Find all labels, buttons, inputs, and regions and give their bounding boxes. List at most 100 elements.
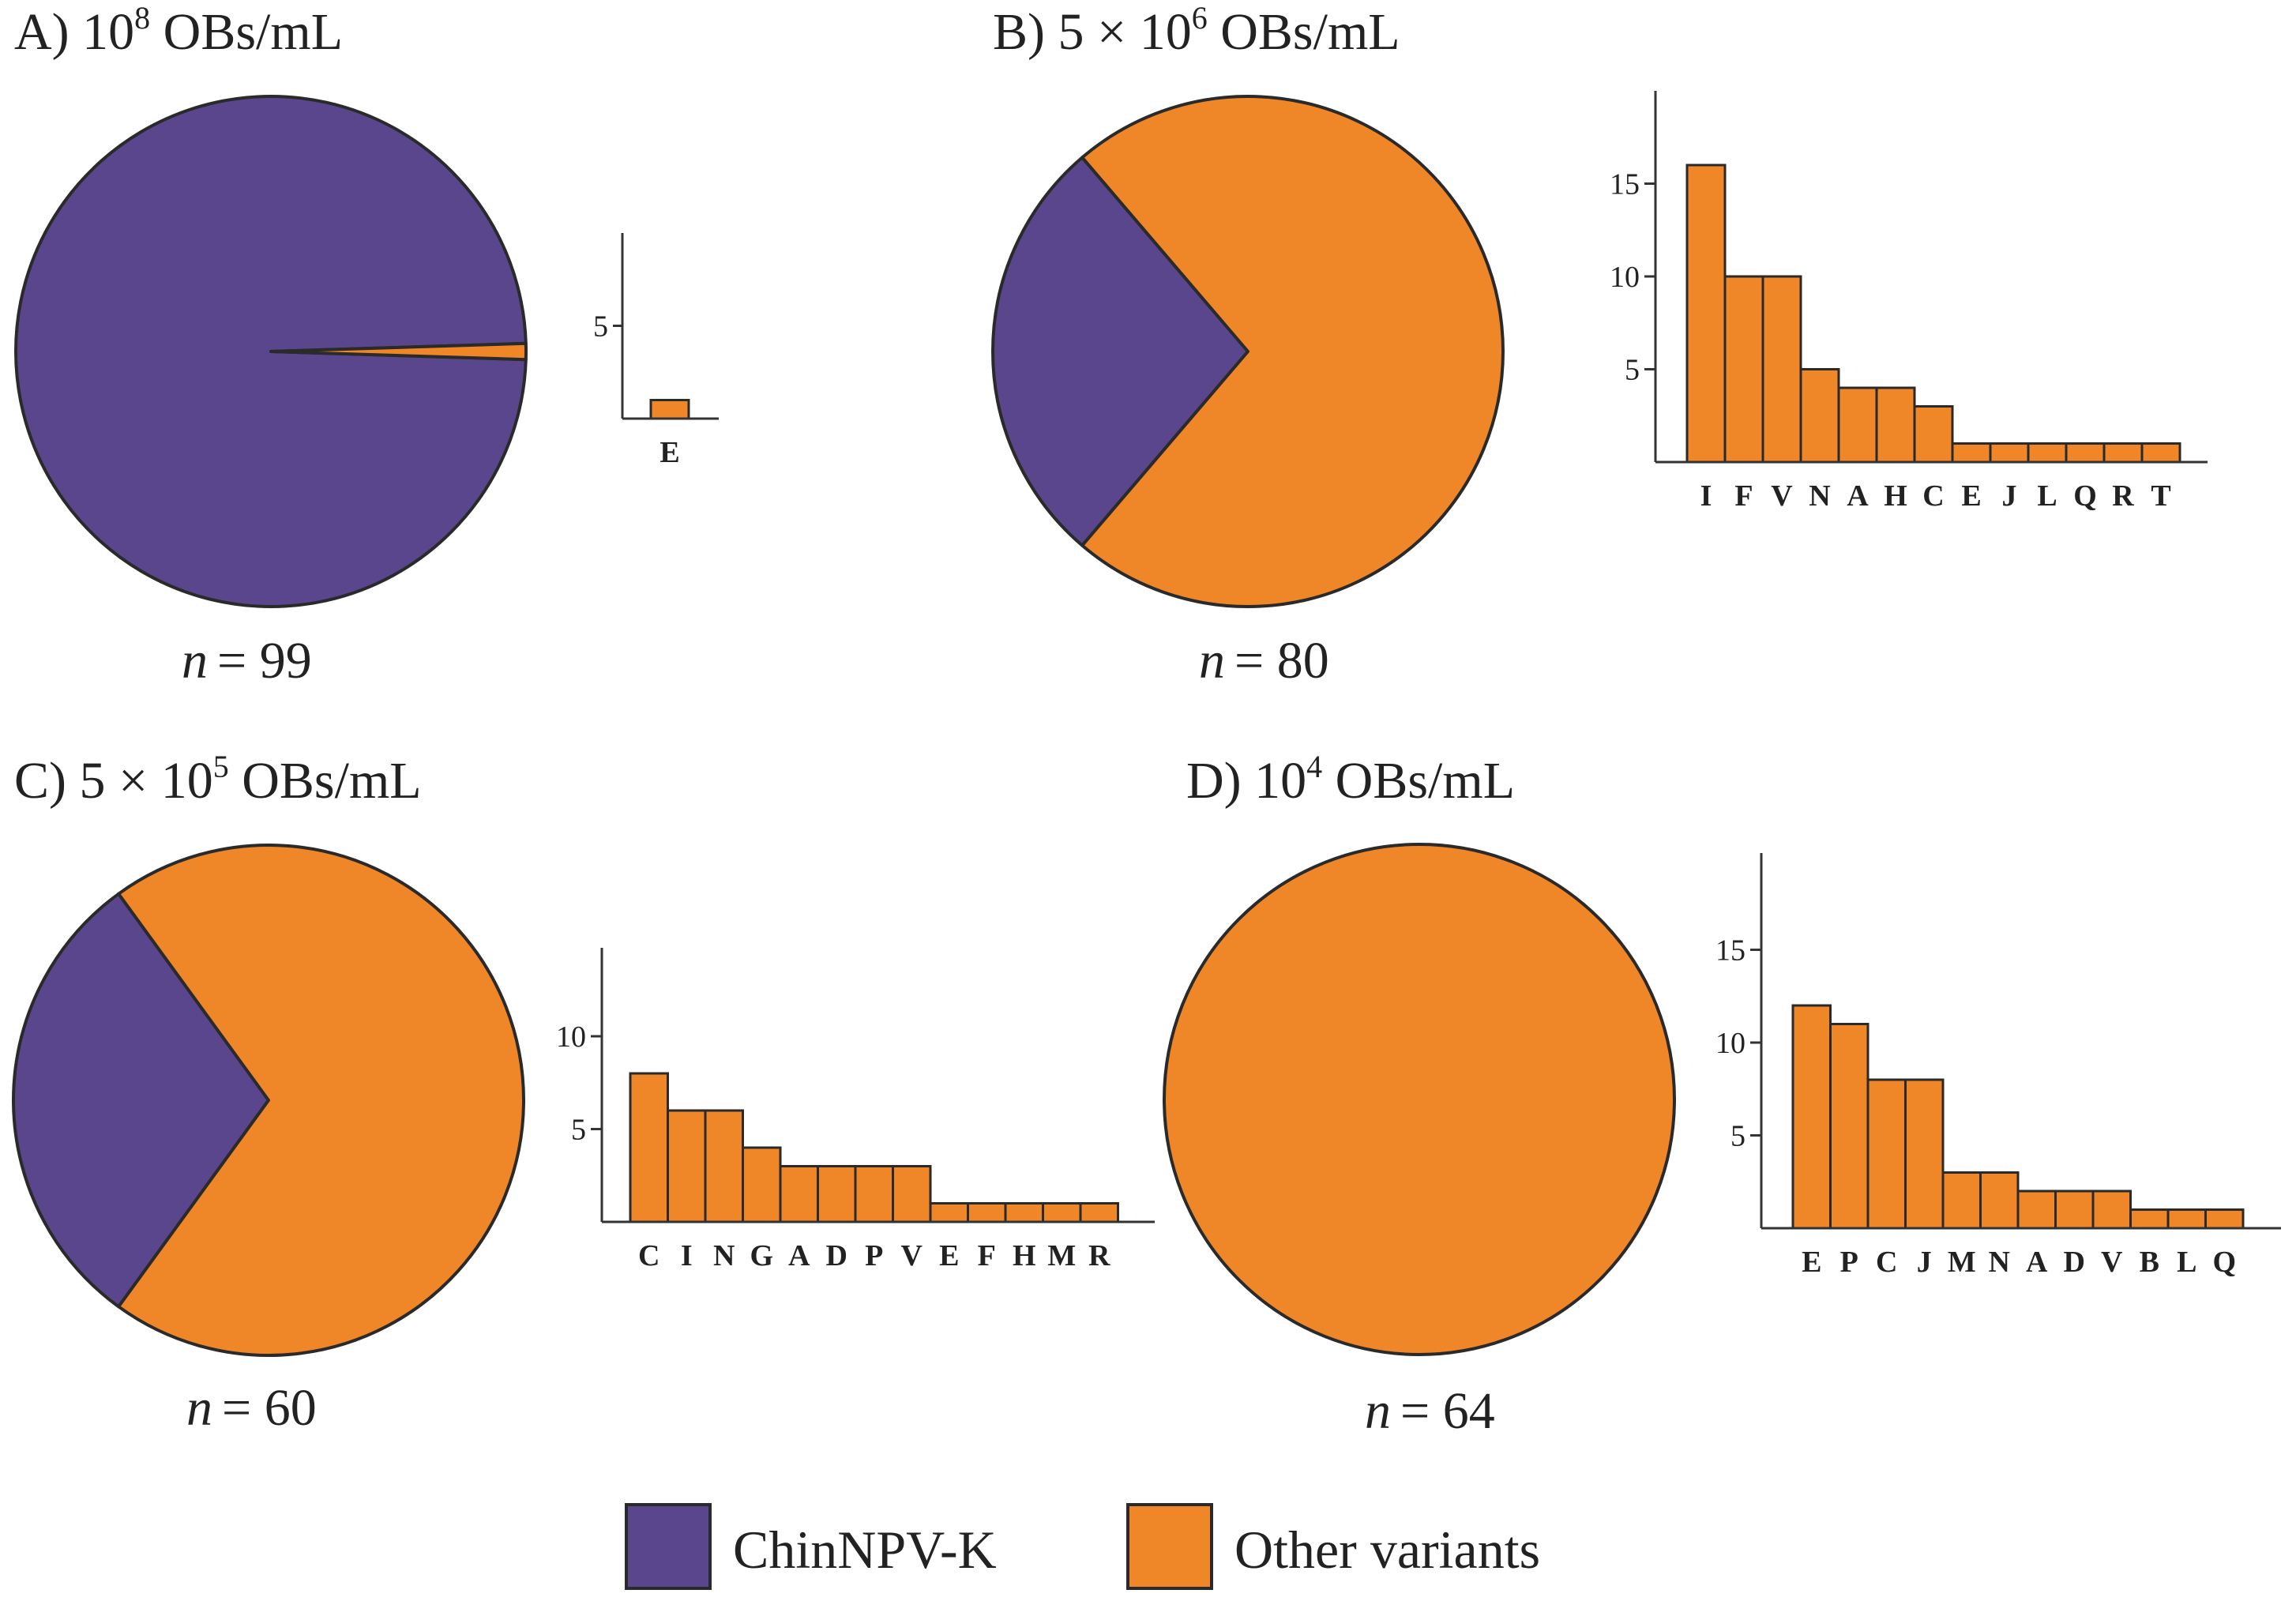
panel-a-bar-chart: E5	[593, 233, 719, 469]
panel-c-y-tick-label: 10	[556, 1020, 586, 1054]
panel-c-category-label: A	[788, 1239, 810, 1272]
panel-b-bar-h	[1875, 386, 1916, 464]
panel-c-category-label: N	[713, 1239, 735, 1272]
panel-c-n-label: n = 60	[186, 1379, 317, 1437]
panel-c-bar-v	[892, 1165, 932, 1223]
panel-b-category-label: J	[2002, 479, 2017, 513]
panel-b-pie	[991, 95, 1505, 608]
panel-c-category-label: H	[1013, 1239, 1036, 1272]
panel-a-category-label: E	[659, 436, 679, 469]
panel-b-category-label: L	[2037, 479, 2057, 513]
panel-d-bar-chart: E P C J M N A D V B L Q 5 10 15	[1715, 853, 2281, 1279]
panel-d-category-label: A	[2026, 1246, 2048, 1279]
panel-c-bar-g	[742, 1146, 782, 1223]
panel-d-category-label: C	[1876, 1246, 1897, 1279]
legend-label-other-variants: Other variants	[1234, 1520, 1540, 1580]
panel-d-bar-j	[1904, 1078, 1945, 1230]
panel-b-bar-f	[1723, 275, 1764, 464]
panel-d-y-tick-label: 15	[1715, 934, 1745, 968]
panel-b-category-label: T	[2151, 479, 2170, 513]
panel-d-category-label: B	[2140, 1246, 2159, 1279]
panel-d-bar-p	[1829, 1023, 1869, 1230]
panel-d-y-tick-label: 5	[1730, 1120, 1745, 1153]
panel-b-bar-e	[1951, 442, 1992, 464]
panel-c-pie	[12, 844, 525, 1357]
panel-c-bar-r	[1079, 1202, 1119, 1223]
panel-d-bar-a	[2016, 1189, 2057, 1230]
legend-swatch-other-variants	[1126, 1503, 1213, 1590]
panel-d-category-label: E	[1802, 1246, 1821, 1279]
panel-d: D) 104 OBs/mL n = 64 E P C J M N A D V B L Q 5 10 15	[1163, 749, 2281, 1440]
panel-b-n-label: n = 80	[1199, 632, 1329, 690]
panel-b-pie-slice-other-variants	[1080, 95, 1505, 608]
panel-b-y-tick-label: 5	[1625, 354, 1640, 387]
panel-d-bar-v	[2091, 1189, 2132, 1230]
panel-b-category-label: H	[1884, 479, 1907, 513]
panel-c-category-label: D	[826, 1239, 847, 1272]
panel-b-category-label: V	[1771, 479, 1793, 513]
panel-a-y-tick-label: 5	[593, 310, 608, 344]
legend: ChinNPV-K Other variants	[625, 1503, 1540, 1590]
panel-b: B) 5 × 106 OBs/mL n = 80 I F V N A H C E J L Q R T 5 10…	[991, 0, 2208, 690]
panel-d-pie-slice-other-variants	[1163, 843, 1676, 1356]
panel-d-category-label: J	[1917, 1246, 1932, 1279]
panel-b-category-label: I	[1700, 479, 1712, 513]
legend-swatch-chinnpv-k	[625, 1503, 712, 1590]
panel-b-category-label: F	[1734, 479, 1753, 513]
panel-b-category-label: A	[1847, 479, 1869, 513]
panel-b-category-label: E	[1961, 479, 1981, 513]
panel-c-category-label: M	[1047, 1239, 1076, 1272]
panel-b-bar-j	[1989, 442, 2030, 464]
panel-b-bar-chart: I F V N A H C E J L Q R T 5 10 15	[1610, 91, 2208, 513]
panel-c-bar-f	[967, 1202, 1007, 1223]
panel-c-bar-chart: C I N G A D P V E F H M R 5 10	[556, 948, 1155, 1272]
panel-c-bar-c	[629, 1072, 669, 1223]
panel-b-bar-v	[1761, 275, 1802, 464]
panel-c-category-label: R	[1088, 1239, 1110, 1272]
panel-c-bar-m	[1042, 1202, 1082, 1223]
panel-c-bar-i	[667, 1109, 707, 1223]
panel-b-category-label: C	[1922, 479, 1944, 513]
panel-d-category-label: M	[1948, 1246, 1976, 1279]
panel-c-category-label: P	[865, 1239, 883, 1272]
panel-b-category-label: R	[2112, 479, 2134, 513]
panel-c-category-label: E	[939, 1239, 959, 1272]
panel-d-category-label: N	[1989, 1246, 2010, 1279]
panel-b-title: B) 5 × 106 OBs/mL	[993, 0, 1400, 61]
panel-c-title: C) 5 × 105 OBs/mL	[14, 749, 422, 810]
panel-d-bar-m	[1941, 1171, 1982, 1230]
panel-c: C) 5 × 105 OBs/mL n = 60 C I N G A D P V E F H M R 5 10	[12, 749, 1155, 1437]
panel-a-pie-slice-other-variants	[269, 341, 528, 362]
panel-c-bar-d	[817, 1165, 857, 1223]
panel-c-bar-p	[854, 1165, 894, 1223]
panel-b-bar-r	[2102, 442, 2144, 464]
panel-d-category-label: Q	[2212, 1246, 2236, 1279]
panel-d-n-label: n = 64	[1365, 1382, 1495, 1440]
panel-b-bar-i	[1685, 163, 1727, 464]
panel-b-bar-l	[2027, 442, 2068, 464]
panel-c-bar-n	[704, 1109, 744, 1223]
panel-b-bar-a	[1837, 386, 1878, 464]
panel-c-category-label: I	[681, 1239, 693, 1272]
panel-c-y-tick-label: 5	[571, 1114, 586, 1147]
panel-d-bar-n	[1979, 1171, 2020, 1230]
panel-a-title: A) 108 OBs/mL	[14, 0, 343, 61]
panel-a: A) 108 OBs/mL n = 99 E5	[14, 0, 719, 690]
panel-c-pie-slice-other-variants	[117, 844, 525, 1357]
panel-c-category-label: C	[638, 1239, 659, 1272]
panel-b-category-label: Q	[2073, 479, 2097, 513]
panel-d-y-tick-label: 10	[1715, 1027, 1745, 1060]
panel-b-bar-n	[1799, 368, 1840, 464]
panel-d-bar-b	[2129, 1208, 2170, 1230]
panel-b-y-tick-label: 10	[1610, 261, 1640, 294]
panel-b-pie-slice-chinnpv-k	[991, 156, 1249, 547]
legend-label-chinnpv-k: ChinNPV-K	[733, 1520, 997, 1580]
panel-b-y-tick-label: 15	[1610, 168, 1640, 201]
panel-b-bar-q	[2065, 442, 2106, 464]
panel-d-title: D) 104 OBs/mL	[1186, 749, 1515, 810]
panel-c-category-label: V	[901, 1239, 923, 1272]
panel-c-category-label: F	[978, 1239, 996, 1272]
panel-d-category-label: L	[2177, 1246, 2196, 1279]
panel-d-bar-c	[1866, 1078, 1907, 1230]
panel-c-bar-e	[929, 1202, 969, 1223]
